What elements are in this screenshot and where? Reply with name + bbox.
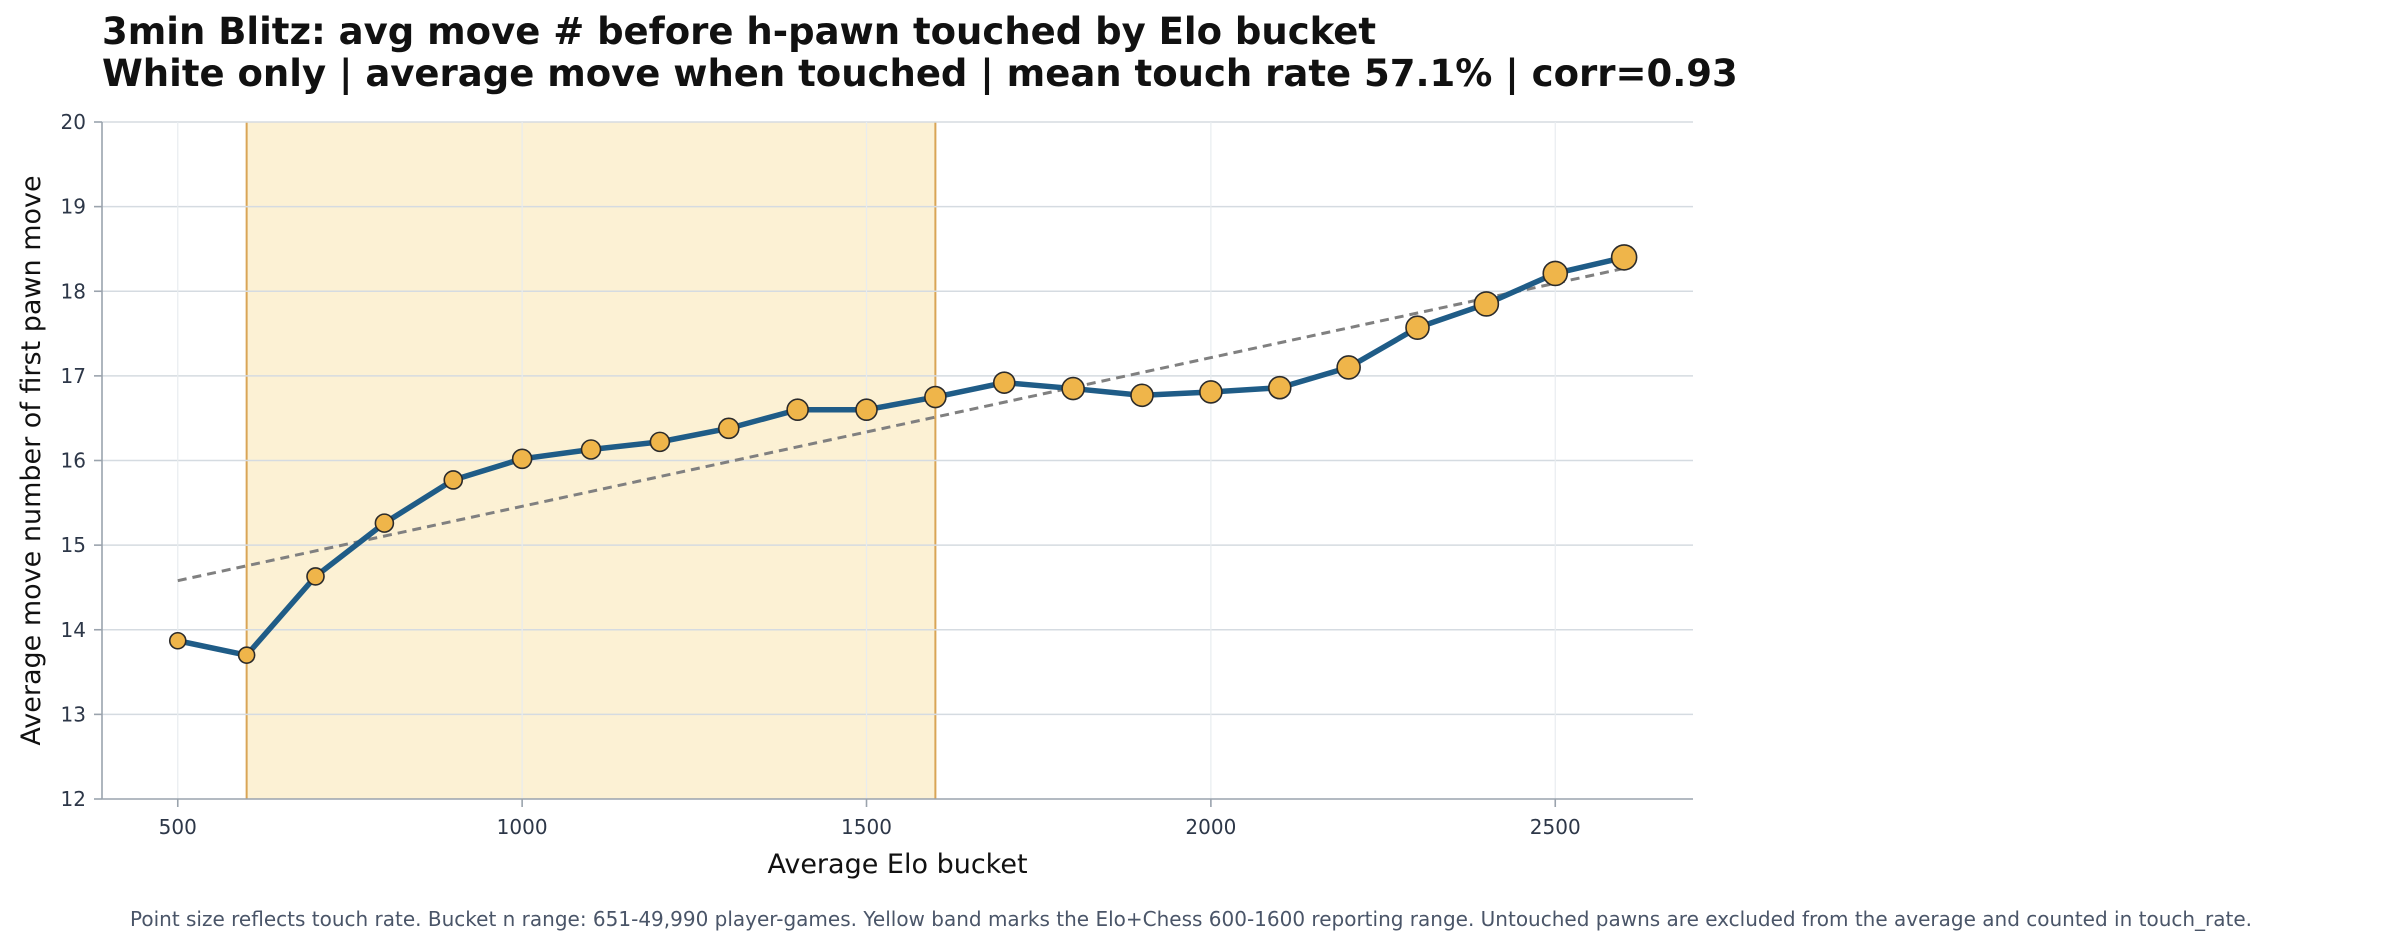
y-tick-label: 19 — [61, 195, 86, 219]
data-point — [1405, 315, 1430, 340]
data-point — [306, 567, 325, 586]
y-axis-label: Average move number of first pawn move — [16, 175, 47, 745]
data-point — [1542, 260, 1569, 287]
chart-subtitle: White only | average move when touched |… — [102, 52, 1738, 95]
data-point — [1267, 375, 1292, 400]
data-point — [855, 398, 878, 422]
data-point — [1336, 355, 1361, 380]
data-point — [717, 417, 740, 440]
series-line — [175, 254, 1627, 658]
y-tick-label: 17 — [61, 364, 86, 388]
data-point — [511, 448, 533, 470]
x-tick-label: 1500 — [841, 815, 892, 839]
y-tick-label: 14 — [61, 618, 86, 642]
data-point — [1199, 380, 1223, 404]
data-point — [237, 646, 256, 664]
x-tick-label: 2500 — [1530, 815, 1581, 839]
x-tick-label: 2000 — [1185, 815, 1236, 839]
data-point — [1610, 244, 1638, 271]
chart-title: 3min Blitz: avg move # before h-pawn tou… — [102, 10, 1377, 53]
data-point — [649, 431, 671, 453]
y-tick-label: 13 — [61, 702, 86, 726]
data-point — [924, 385, 947, 409]
data-point — [443, 470, 464, 490]
y-tick-label: 15 — [61, 533, 86, 557]
tick-labels: 12 13 14 15 16 17 18 19 20 500 1000 1500 2000 2500 — [61, 110, 1581, 839]
data-point — [1130, 383, 1154, 408]
y-tick-label: 16 — [61, 449, 86, 473]
y-tick-label: 20 — [61, 110, 86, 134]
x-axis-label: Average Elo bucket — [767, 849, 1027, 880]
data-point — [786, 398, 809, 422]
trend-line — [177, 266, 1625, 583]
x-tick-label: 500 — [159, 815, 197, 839]
series-polyline — [175, 254, 1627, 658]
data-point — [1061, 376, 1085, 401]
x-tick-label: 1000 — [497, 815, 548, 839]
trendline — [177, 266, 1625, 583]
data-points — [168, 244, 1638, 664]
data-point — [374, 513, 395, 533]
data-point — [168, 631, 187, 650]
data-point — [992, 371, 1016, 394]
data-point — [1473, 291, 1500, 317]
data-point — [580, 439, 602, 460]
y-tick-label: 12 — [61, 787, 86, 811]
y-tick-label: 18 — [61, 279, 86, 303]
footnote: Point size reflects touch rate. Bucket n… — [130, 907, 2253, 931]
grid — [102, 121, 1693, 799]
